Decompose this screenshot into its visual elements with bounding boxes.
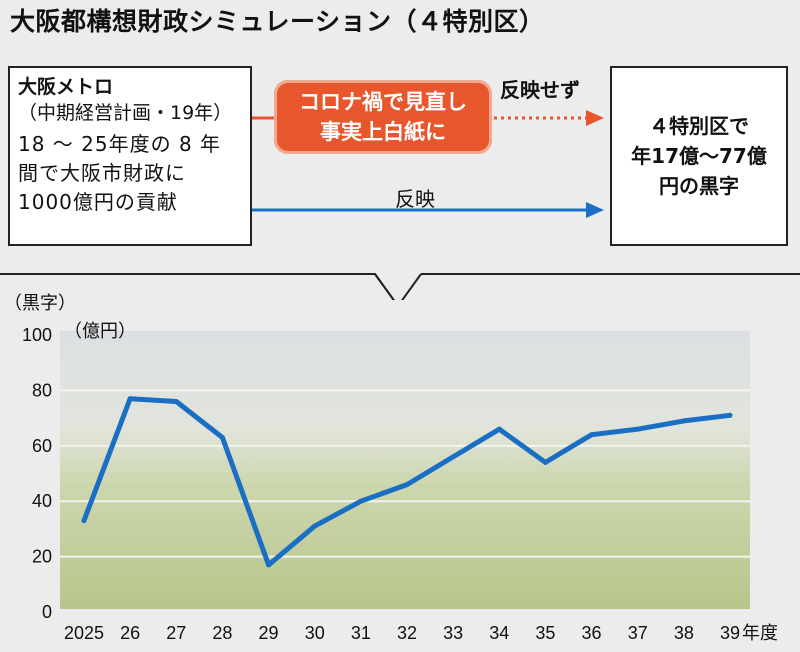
data-point (727, 412, 733, 418)
x-tick-label: 33 (443, 623, 463, 643)
data-point (404, 482, 410, 488)
x-tick-label: 37 (628, 623, 648, 643)
data-point (173, 398, 179, 404)
y-tick-label: 0 (42, 602, 52, 622)
data-point (358, 498, 364, 504)
x-tick-label: 38 (674, 623, 694, 643)
corona-review-badge: コロナ禍で見直し 事実上白紙に (274, 80, 492, 154)
x-tick-label: 27 (166, 623, 186, 643)
orange-arrow-head (586, 110, 604, 126)
corona-line: コロナ禍で見直し (299, 90, 467, 114)
x-tick-label: 39 (720, 623, 740, 643)
x-tick-label: 28 (212, 623, 232, 643)
metro-desc-line: 18 ～ 25年度の 8 年 (18, 132, 222, 156)
metro-description: 18 ～ 25年度の 8 年 間で大阪市財政に 1000億円の貢献 (18, 130, 242, 217)
y-tick-label: 100 (22, 325, 52, 345)
blue-arrow-head (586, 202, 604, 218)
result-line: ４特別区で (648, 114, 749, 138)
y-tick-label: 20 (32, 547, 52, 567)
data-point (450, 454, 456, 460)
x-tick-label: 30 (305, 623, 325, 643)
x-tick-label: 34 (489, 623, 509, 643)
data-point (681, 418, 687, 424)
line-chart: 0 20 40 60 80 100 2025 26 27 28 29 30 31 32 33 34 35 36 3… (4, 293, 778, 643)
data-point (542, 459, 548, 465)
metro-plan: （中期経営計画・19年） (18, 102, 233, 124)
x-tick-label: 2025 (64, 623, 104, 643)
not-reflected-label: 反映せず (500, 78, 580, 102)
y-unit-label: （億円） (64, 321, 136, 342)
page-title: 大阪都構想財政シミュレーション（４特別区） (10, 7, 545, 36)
metro-desc-line: 間で大阪市財政に (18, 161, 186, 185)
x-tick-label: 29 (259, 623, 279, 643)
data-point (127, 396, 133, 402)
corona-line: 事実上白紙に (320, 120, 446, 144)
x-tick-label: 26 (120, 623, 140, 643)
data-point (589, 432, 595, 438)
reflected-label: 反映 (395, 187, 435, 211)
metro-desc-line: 1000億円の貢献 (18, 190, 178, 214)
flow-arrows (0, 110, 800, 300)
osaka-metro-box: 大阪メトロ （中期経営計画・19年） 18 ～ 25年度の 8 年 間で大阪市財… (8, 66, 252, 246)
metro-name: 大阪メトロ (18, 76, 114, 98)
data-point (312, 523, 318, 529)
x-tick-label: 32 (397, 623, 417, 643)
result-line: 円の黒字 (658, 174, 739, 198)
chart-background-photo (60, 331, 750, 609)
data-point (635, 426, 641, 432)
x-unit-label: 年度 (742, 623, 778, 643)
x-tick-label: 36 (582, 623, 602, 643)
y-axis-label: （黒字） (4, 293, 76, 314)
result-box: ４特別区で 年17億～77億 円の黒字 (610, 66, 788, 246)
data-point (266, 562, 272, 568)
x-tick-label: 35 (535, 623, 555, 643)
data-point (496, 426, 502, 432)
x-tick-label: 31 (351, 623, 371, 643)
y-tick-label: 40 (32, 491, 52, 511)
data-point (219, 434, 225, 440)
y-tick-label: 80 (32, 380, 52, 400)
data-point (81, 518, 87, 524)
y-tick-label: 60 (32, 436, 52, 456)
result-line: 年17億～77億 (631, 144, 767, 168)
